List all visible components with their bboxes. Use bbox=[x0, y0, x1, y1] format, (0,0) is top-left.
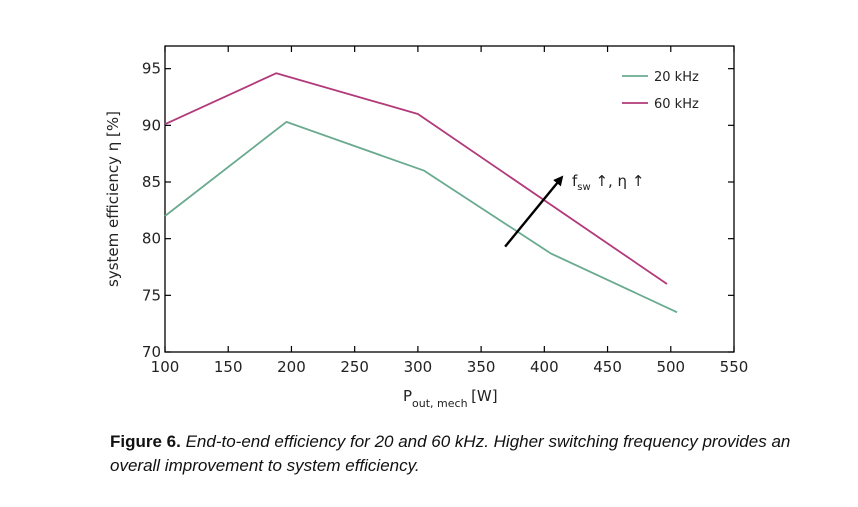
y-tick-label: 80 bbox=[142, 230, 161, 248]
y-tick-label: 95 bbox=[142, 60, 161, 78]
arrow bbox=[504, 175, 564, 248]
y-tick-label: 75 bbox=[142, 286, 161, 304]
annotation-label: fsw ↑, η ↑ bbox=[572, 172, 644, 193]
y-axis-label: system efficiency η [%] bbox=[104, 111, 122, 287]
series-line-20-khz bbox=[164, 121, 678, 314]
x-tick-label: 300 bbox=[404, 358, 433, 376]
series-line-60-khz bbox=[164, 72, 668, 285]
x-tick-label: 550 bbox=[720, 358, 749, 376]
axis-labels: Pout, mech [W] system efficiency η [%] bbox=[104, 111, 498, 410]
y-tick-label: 85 bbox=[142, 173, 161, 191]
x-axis-label: Pout, mech [W] bbox=[403, 387, 498, 410]
series-lines bbox=[164, 72, 678, 314]
legend-label: 60 kHz bbox=[654, 97, 699, 112]
tick-labels: 100 150 200 250 300 350 400 450 500 550 70 75 80 85 90… bbox=[142, 60, 748, 376]
x-tick-label: 450 bbox=[593, 358, 622, 376]
caption-text: End-to-end efficiency for 20 and 60 kHz.… bbox=[110, 432, 791, 475]
x-tick-label: 500 bbox=[656, 358, 685, 376]
y-tick-label: 90 bbox=[142, 116, 161, 134]
x-tick-label: 150 bbox=[214, 358, 243, 376]
x-tick-label: 250 bbox=[340, 358, 369, 376]
x-tick-label: 350 bbox=[467, 358, 496, 376]
legend: 20 kHz 60 kHz bbox=[622, 70, 699, 112]
y-tick-label: 70 bbox=[142, 343, 161, 361]
efficiency-chart: 100 150 200 250 300 350 400 450 500 550 70 75 80 85 90… bbox=[104, 45, 748, 410]
annotation: fsw ↑, η ↑ bbox=[504, 172, 644, 248]
plot-frame bbox=[164, 45, 735, 353]
figure-caption: Figure 6. End-to-end efficiency for 20 a… bbox=[110, 430, 830, 478]
axes bbox=[164, 45, 735, 353]
x-tick-label: 200 bbox=[277, 358, 306, 376]
legend-label: 20 kHz bbox=[654, 70, 699, 85]
caption-label: Figure 6. bbox=[110, 432, 181, 451]
x-tick-label: 100 bbox=[151, 358, 180, 376]
x-tick-label: 400 bbox=[530, 358, 559, 376]
